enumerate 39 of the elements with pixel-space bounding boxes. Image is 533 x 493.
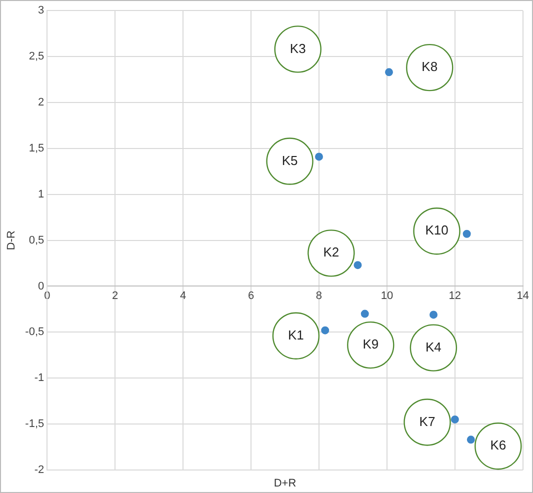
y-tick-label: 3	[38, 4, 44, 17]
y-tick-label: 1,5	[28, 142, 44, 154]
annotation: K8	[422, 59, 438, 74]
point	[385, 68, 393, 76]
y-tick-label: 0	[38, 280, 44, 292]
point	[450, 415, 459, 424]
annotation: K1	[288, 327, 304, 342]
annotation: K4	[425, 339, 442, 354]
annotation: K9	[362, 336, 379, 352]
y-tick-label: 2,5	[28, 50, 44, 63]
x-tick-label: 8	[316, 290, 322, 302]
y-tick-label: 0,5	[28, 234, 44, 246]
y-tick-label: -1	[34, 372, 44, 384]
x-tick-label: 14	[516, 290, 530, 302]
x-tick-label: 4	[180, 290, 186, 302]
x-tick-label: 12	[448, 290, 462, 302]
annotation: K2	[323, 244, 340, 260]
point	[321, 326, 330, 334]
y-tick-label: -0,5	[25, 326, 44, 338]
y-axis-title: D-R	[6, 230, 18, 250]
point	[430, 310, 438, 319]
annotation: K10	[425, 222, 448, 238]
point	[462, 230, 471, 238]
y-tick-label: -2	[34, 464, 44, 476]
y-tick-label: -1,5	[25, 418, 44, 430]
annotation: K6	[490, 438, 506, 453]
point	[360, 310, 369, 318]
x-tick-label: 6	[248, 290, 254, 302]
point	[315, 152, 323, 161]
x-tick-label: 2	[112, 290, 118, 302]
y-tick-label: 2	[38, 96, 44, 109]
annotation: K5	[282, 152, 298, 168]
y-tick-label: 1	[38, 188, 44, 200]
x-axis-title: D+R	[274, 478, 296, 490]
x-tick-label: 10	[380, 290, 394, 302]
point	[354, 261, 362, 270]
point	[466, 436, 475, 444]
annotation: K3	[290, 40, 306, 56]
annotation: K7	[419, 414, 436, 429]
